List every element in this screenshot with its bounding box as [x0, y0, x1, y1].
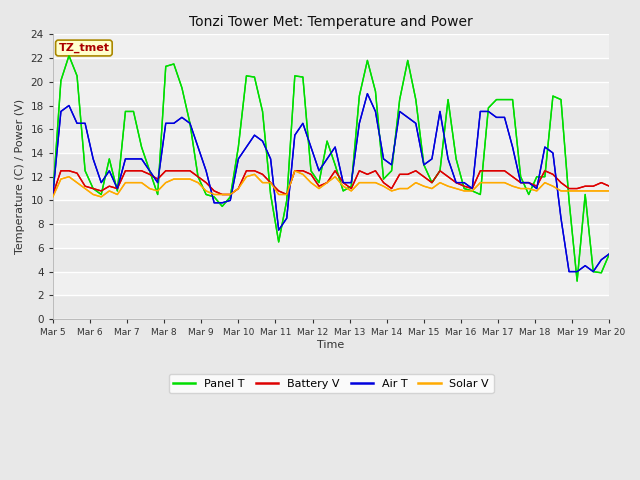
Solar V	[178, 176, 186, 182]
Text: TZ_tmet: TZ_tmet	[58, 43, 109, 53]
Air T	[364, 91, 371, 96]
Air T	[355, 120, 363, 126]
Panel T	[573, 278, 581, 284]
Battery V	[605, 183, 613, 189]
Line: Solar V: Solar V	[53, 171, 609, 197]
Panel T	[186, 120, 194, 126]
Bar	[53, 82, 609, 106]
Panel T	[227, 194, 234, 200]
Solar V	[533, 188, 541, 194]
Line: Panel T: Panel T	[53, 56, 609, 281]
Solar V	[218, 192, 226, 197]
Line: Battery V: Battery V	[53, 171, 609, 194]
Bar	[53, 129, 609, 153]
Battery V	[533, 183, 541, 189]
Panel T	[291, 73, 299, 79]
Panel T	[130, 108, 138, 114]
Air T	[283, 216, 291, 221]
Panel T	[65, 53, 73, 59]
Panel T	[49, 193, 57, 199]
Bar	[53, 224, 609, 248]
Battery V	[130, 168, 138, 174]
Bar	[53, 201, 609, 224]
Legend: Panel T, Battery V, Air T, Solar V: Panel T, Battery V, Air T, Solar V	[169, 374, 493, 393]
Battery V	[364, 171, 371, 177]
Solar V	[364, 180, 371, 185]
Battery V	[49, 192, 57, 197]
X-axis label: Time: Time	[317, 340, 345, 350]
Bar	[53, 106, 609, 129]
Solar V	[122, 180, 129, 185]
Solar V	[49, 194, 57, 200]
Bar	[53, 35, 609, 58]
Air T	[565, 269, 573, 275]
Bar	[53, 153, 609, 177]
Panel T	[605, 251, 613, 257]
Panel T	[364, 58, 371, 63]
Air T	[49, 192, 57, 197]
Bar	[53, 177, 609, 201]
Title: Tonzi Tower Met: Temperature and Power: Tonzi Tower Met: Temperature and Power	[189, 15, 473, 29]
Air T	[122, 156, 129, 162]
Solar V	[605, 188, 613, 194]
Bar	[53, 248, 609, 272]
Air T	[605, 251, 613, 257]
Bar	[53, 272, 609, 295]
Bar	[53, 295, 609, 319]
Bar	[53, 58, 609, 82]
Air T	[218, 200, 226, 206]
Battery V	[525, 180, 532, 185]
Line: Air T: Air T	[53, 94, 609, 272]
Battery V	[57, 168, 65, 174]
Air T	[178, 115, 186, 120]
Panel T	[533, 174, 541, 180]
Air T	[533, 186, 541, 192]
Y-axis label: Temperature (C) / Power (V): Temperature (C) / Power (V)	[15, 99, 25, 254]
Solar V	[525, 186, 532, 192]
Solar V	[291, 168, 299, 174]
Battery V	[227, 192, 234, 197]
Battery V	[186, 168, 194, 174]
